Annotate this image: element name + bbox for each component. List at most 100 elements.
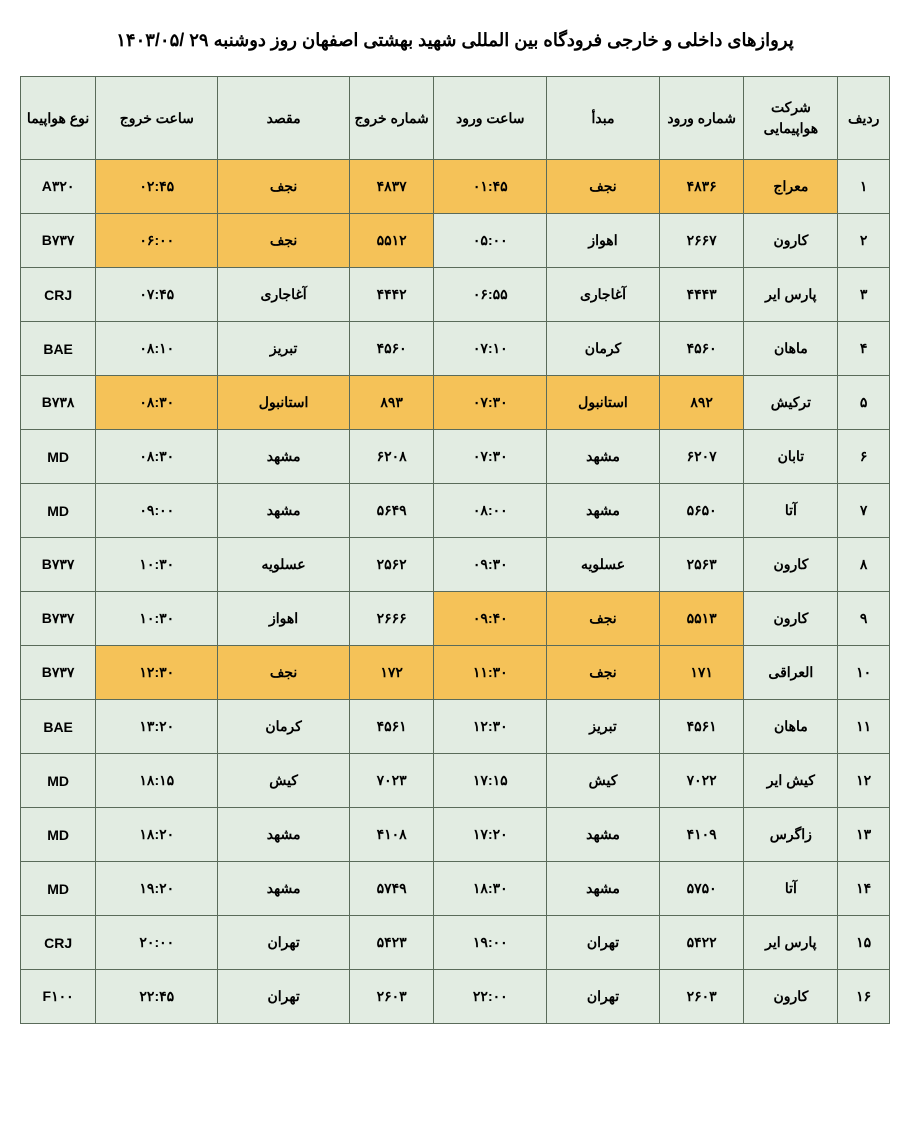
column-header-dest: مقصد — [218, 77, 350, 160]
cell-airline: ماهان — [744, 322, 838, 376]
cell-arrnum: ۴۱۰۹ — [659, 808, 744, 862]
cell-origin: مشهد — [547, 430, 660, 484]
cell-row: ۱۶ — [838, 970, 890, 1024]
cell-aircraft: MD — [21, 862, 96, 916]
cell-arrnum: ۴۵۶۱ — [659, 700, 744, 754]
cell-origin: مشهد — [547, 808, 660, 862]
cell-arrnum: ۸۹۲ — [659, 376, 744, 430]
cell-depnum: ۲۵۶۲ — [349, 538, 434, 592]
cell-airline: کارون — [744, 214, 838, 268]
cell-aircraft: MD — [21, 808, 96, 862]
cell-dest: کرمان — [218, 700, 350, 754]
cell-deptime: ۲۲:۴۵ — [96, 970, 218, 1024]
cell-dest: نجف — [218, 160, 350, 214]
table-row: ۶تابان۶۲۰۷مشهد۰۷:۳۰۶۲۰۸مشهد۰۸:۳۰MD — [21, 430, 890, 484]
cell-arrtime: ۱۷:۱۵ — [434, 754, 547, 808]
cell-dest: نجف — [218, 646, 350, 700]
table-row: ۴ماهان۴۵۶۰کرمان۰۷:۱۰۴۵۶۰تبریز۰۸:۱۰BAE — [21, 322, 890, 376]
cell-aircraft: F۱۰۰ — [21, 970, 96, 1024]
column-header-aircraft: نوع هواپیما — [21, 77, 96, 160]
cell-depnum: ۲۶۰۳ — [349, 970, 434, 1024]
cell-arrtime: ۰۸:۰۰ — [434, 484, 547, 538]
cell-origin: تهران — [547, 970, 660, 1024]
cell-arrtime: ۱۱:۳۰ — [434, 646, 547, 700]
flights-table: ردیفشرکت هواپیماییشماره ورودمبدأساعت ورو… — [20, 76, 890, 1024]
cell-aircraft: B۷۳۷ — [21, 538, 96, 592]
table-row: ۱۳زاگرس۴۱۰۹مشهد۱۷:۲۰۴۱۰۸مشهد۱۸:۲۰MD — [21, 808, 890, 862]
cell-depnum: ۵۴۲۳ — [349, 916, 434, 970]
cell-depnum: ۴۵۶۰ — [349, 322, 434, 376]
cell-dest: تبریز — [218, 322, 350, 376]
cell-depnum: ۵۷۴۹ — [349, 862, 434, 916]
cell-aircraft: BAE — [21, 322, 96, 376]
table-row: ۱۰العراقی۱۷۱نجف۱۱:۳۰۱۷۲نجف۱۲:۳۰B۷۳۷ — [21, 646, 890, 700]
cell-dest: مشهد — [218, 808, 350, 862]
cell-airline: آتا — [744, 484, 838, 538]
cell-origin: نجف — [547, 592, 660, 646]
cell-deptime: ۰۹:۰۰ — [96, 484, 218, 538]
cell-arrnum: ۷۰۲۲ — [659, 754, 744, 808]
cell-airline: کارون — [744, 538, 838, 592]
cell-aircraft: MD — [21, 484, 96, 538]
table-row: ۱۴آتا۵۷۵۰مشهد۱۸:۳۰۵۷۴۹مشهد۱۹:۲۰MD — [21, 862, 890, 916]
cell-deptime: ۰۷:۴۵ — [96, 268, 218, 322]
table-row: ۷آتا۵۶۵۰مشهد۰۸:۰۰۵۶۴۹مشهد۰۹:۰۰MD — [21, 484, 890, 538]
table-header: ردیفشرکت هواپیماییشماره ورودمبدأساعت ورو… — [21, 77, 890, 160]
cell-arrtime: ۲۲:۰۰ — [434, 970, 547, 1024]
cell-aircraft: A۳۲۰ — [21, 160, 96, 214]
cell-dest: نجف — [218, 214, 350, 268]
cell-depnum: ۴۸۳۷ — [349, 160, 434, 214]
cell-arrnum: ۲۶۶۷ — [659, 214, 744, 268]
cell-dest: تهران — [218, 970, 350, 1024]
cell-row: ۲ — [838, 214, 890, 268]
cell-aircraft: MD — [21, 754, 96, 808]
cell-aircraft: B۷۳۸ — [21, 376, 96, 430]
cell-airline: تابان — [744, 430, 838, 484]
cell-origin: کرمان — [547, 322, 660, 376]
cell-depnum: ۴۱۰۸ — [349, 808, 434, 862]
cell-arrtime: ۰۷:۳۰ — [434, 430, 547, 484]
cell-origin: کیش — [547, 754, 660, 808]
cell-origin: آغاجاری — [547, 268, 660, 322]
cell-airline: ماهان — [744, 700, 838, 754]
cell-deptime: ۱۸:۲۰ — [96, 808, 218, 862]
cell-arrnum: ۵۴۲۲ — [659, 916, 744, 970]
cell-arrnum: ۴۴۴۳ — [659, 268, 744, 322]
cell-arrtime: ۱۹:۰۰ — [434, 916, 547, 970]
cell-airline: کیش ایر — [744, 754, 838, 808]
cell-airline: کارون — [744, 970, 838, 1024]
cell-arrtime: ۰۵:۰۰ — [434, 214, 547, 268]
cell-dest: مشهد — [218, 484, 350, 538]
cell-depnum: ۷۰۲۳ — [349, 754, 434, 808]
cell-depnum: ۴۵۶۱ — [349, 700, 434, 754]
cell-row: ۱ — [838, 160, 890, 214]
cell-dest: مشهد — [218, 862, 350, 916]
cell-arrtime: ۰۹:۴۰ — [434, 592, 547, 646]
table-row: ۱معراج۴۸۳۶نجف۰۱:۴۵۴۸۳۷نجف۰۲:۴۵A۳۲۰ — [21, 160, 890, 214]
cell-origin: مشهد — [547, 862, 660, 916]
cell-arrnum: ۴۸۳۶ — [659, 160, 744, 214]
column-header-origin: مبدأ — [547, 77, 660, 160]
cell-aircraft: CRJ — [21, 916, 96, 970]
table-row: ۲کارون۲۶۶۷اهواز۰۵:۰۰۵۵۱۲نجف۰۶:۰۰B۷۳۷ — [21, 214, 890, 268]
table-body: ۱معراج۴۸۳۶نجف۰۱:۴۵۴۸۳۷نجف۰۲:۴۵A۳۲۰۲کارون… — [21, 160, 890, 1024]
cell-arrtime: ۰۷:۳۰ — [434, 376, 547, 430]
cell-aircraft: B۷۳۷ — [21, 592, 96, 646]
cell-dest: استانبول — [218, 376, 350, 430]
cell-row: ۴ — [838, 322, 890, 376]
cell-arrnum: ۲۵۶۳ — [659, 538, 744, 592]
cell-row: ۶ — [838, 430, 890, 484]
cell-airline: معراج — [744, 160, 838, 214]
table-row: ۱۱ماهان۴۵۶۱تبریز۱۲:۳۰۴۵۶۱کرمان۱۳:۲۰BAE — [21, 700, 890, 754]
cell-row: ۸ — [838, 538, 890, 592]
cell-row: ۱۰ — [838, 646, 890, 700]
cell-dest: مشهد — [218, 430, 350, 484]
cell-airline: کارون — [744, 592, 838, 646]
cell-row: ۱۱ — [838, 700, 890, 754]
cell-deptime: ۱۳:۲۰ — [96, 700, 218, 754]
cell-depnum: ۵۶۴۹ — [349, 484, 434, 538]
cell-origin: نجف — [547, 160, 660, 214]
cell-arrnum: ۲۶۰۳ — [659, 970, 744, 1024]
column-header-deptime: ساعت خروج — [96, 77, 218, 160]
column-header-arrnum: شماره ورود — [659, 77, 744, 160]
